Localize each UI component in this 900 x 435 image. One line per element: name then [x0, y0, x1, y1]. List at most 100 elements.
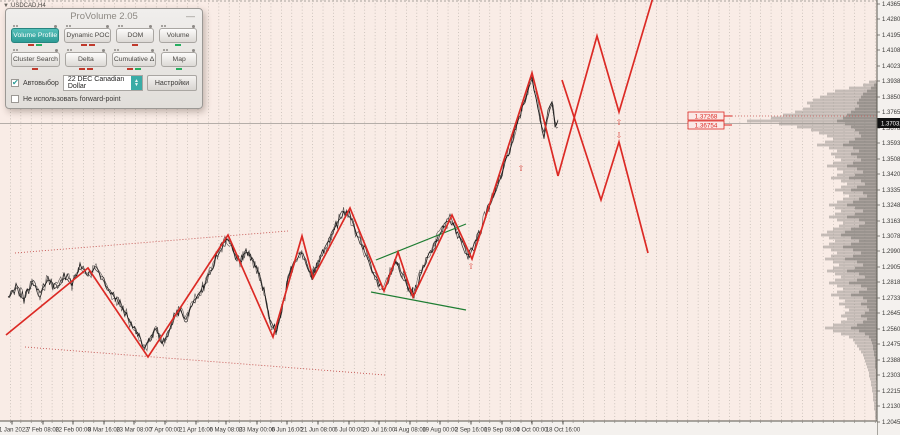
volume-profile-bar — [837, 251, 877, 255]
volume-profile-bar-dark — [861, 158, 877, 162]
volume-profile-bar-dark — [859, 239, 877, 243]
candlestick-series — [7, 74, 559, 352]
symbol-label: USDCAD,H4 — [11, 3, 46, 9]
spinner-up-icon[interactable]: ▲ — [134, 78, 139, 84]
volume-profile-bar-dark — [861, 284, 877, 288]
volume-profile-bar — [810, 104, 877, 108]
volume-profile-bar-dark — [867, 194, 877, 198]
button-indicator — [159, 43, 197, 47]
volume-profile-bar-dark — [851, 110, 877, 114]
volume-profile-bar — [835, 272, 877, 276]
dom-button[interactable]: DOM — [116, 28, 155, 43]
price-axis-label: 1.39380 — [882, 79, 900, 85]
volume-profile-bar — [870, 377, 877, 381]
delta-button[interactable]: Delta — [64, 52, 107, 67]
volume-profile-bar — [841, 158, 877, 162]
volume-profile-bar — [837, 284, 877, 288]
volume-profile-bar — [869, 374, 877, 378]
price-axis-label: 1.41080 — [882, 48, 900, 54]
volume-profile-bar — [849, 86, 877, 90]
volume-profile-bar-dark — [875, 362, 877, 366]
volume-profile-bar — [855, 341, 877, 345]
volume-profile-bar-dark — [845, 230, 877, 234]
volume-profile-bar-dark — [857, 278, 877, 282]
spinner-down-icon[interactable]: ▼ — [134, 82, 139, 88]
volume-profile-bar — [841, 179, 877, 183]
button-indicator — [116, 24, 154, 28]
volume-profile-bar — [841, 275, 877, 279]
volume-profile-bar-dark — [859, 290, 877, 294]
price-axis-label: 1.20455 — [882, 420, 900, 426]
cumulative-delta-button[interactable]: Cumulative Δ — [111, 52, 157, 67]
volume-profile-bar-dark — [875, 359, 877, 363]
current-price-tag-value: 1.37032 — [881, 122, 900, 128]
button-cell: Map — [161, 48, 197, 71]
volume-button[interactable]: Volume — [159, 28, 197, 43]
price-axis-label: 1.40230 — [882, 64, 900, 70]
volume-profile-bar-dark — [855, 128, 877, 132]
volume-profile-bar-dark — [855, 137, 877, 141]
volume-profile-bar-dark — [847, 113, 877, 117]
autoselect-checkbox[interactable]: ✔ — [11, 78, 19, 87]
button-indicator — [11, 43, 59, 47]
button-indicator — [11, 67, 60, 71]
provolume-panel: ProVolume 2.05 — Volume Profile Dynamic … — [5, 8, 203, 109]
current-price-tag — [877, 118, 900, 128]
dynamic-poc-button[interactable]: Dynamic POC — [64, 28, 112, 43]
price-axis[interactable]: 1.43655 1.42805 1.41955 1.41080 1.40230 1.393… — [876, 0, 900, 435]
volume-profile-bar — [843, 221, 877, 225]
instrument-select[interactable]: 22 DEC Canadian Dollar ▲ ▼ — [62, 75, 143, 91]
price-axis-label: 1.42805 — [882, 17, 900, 23]
volume-profile-bar-dark — [869, 335, 877, 339]
settings-button[interactable]: Настройки — [147, 75, 197, 91]
volume-profile-bar-dark — [845, 122, 877, 126]
volume-profile-bar-dark — [847, 203, 877, 207]
volume-profile-bar-dark — [873, 347, 877, 351]
volume-profile-bar — [874, 401, 877, 405]
volume-profile-button[interactable]: Volume Profile — [11, 28, 60, 43]
volume-profile-bar — [875, 410, 877, 414]
time-axis-label: 21 Apr 16:00 — [179, 428, 214, 434]
price-axis-label: 1.38505 — [882, 95, 900, 101]
spinner-arrows-icon[interactable]: ▲ ▼ — [131, 76, 142, 90]
volume-profile-bar — [837, 290, 877, 294]
forward-point-checkbox[interactable] — [11, 95, 19, 103]
volume-profile-bar-dark — [872, 341, 877, 345]
volume-profile-bar-dark — [851, 152, 877, 156]
price-axis-label: 1.30780 — [882, 234, 900, 240]
volume-profile-bar-dark — [859, 197, 877, 201]
volume-profile-bar — [797, 125, 877, 129]
time-axis-label: 19 Sep 08:00 — [484, 428, 520, 434]
volume-profile-bar-dark — [855, 266, 877, 270]
time-axis-label: 6 Jul 00:00 — [334, 428, 364, 434]
time-axis-label: 6 Jun 16:00 — [271, 428, 303, 434]
volume-profile-bar — [847, 317, 877, 321]
price-axis-label: 1.29055 — [882, 265, 900, 271]
volume-profile-bar — [835, 278, 877, 282]
panel-title-text: ProVolume 2.05 — [70, 11, 138, 22]
volume-profile-bar — [861, 350, 877, 354]
price-axis-label: 1.32480 — [882, 203, 900, 209]
price-axis-label: 1.35930 — [882, 141, 900, 147]
minimize-icon[interactable]: — — [186, 11, 195, 21]
price-axis-label: 1.31630 — [882, 219, 900, 225]
volume-profile-bar — [875, 413, 877, 417]
volume-profile-bar-dark — [857, 260, 877, 264]
time-axis-label: 18 Oct 16:00 — [546, 428, 581, 434]
cluster-search-button[interactable]: Cluster Search — [11, 52, 60, 67]
volume-profile-bar-dark — [851, 242, 877, 246]
price-axis-label: 1.25605 — [882, 327, 900, 333]
forecast-bull-line — [557, 0, 654, 177]
map-button[interactable]: Map — [161, 52, 197, 67]
volume-profile-bar-dark — [861, 251, 877, 255]
volume-profile-bar — [747, 119, 877, 123]
time-axis-label: 6 May 08:00 — [209, 428, 243, 434]
volume-profile-bar-dark — [861, 179, 877, 183]
volume-profile-bar-dark — [867, 305, 877, 309]
volume-profile-bar-dark — [865, 182, 877, 186]
volume-profile-bar — [813, 98, 877, 102]
price-axis-label: 1.37655 — [882, 110, 900, 116]
